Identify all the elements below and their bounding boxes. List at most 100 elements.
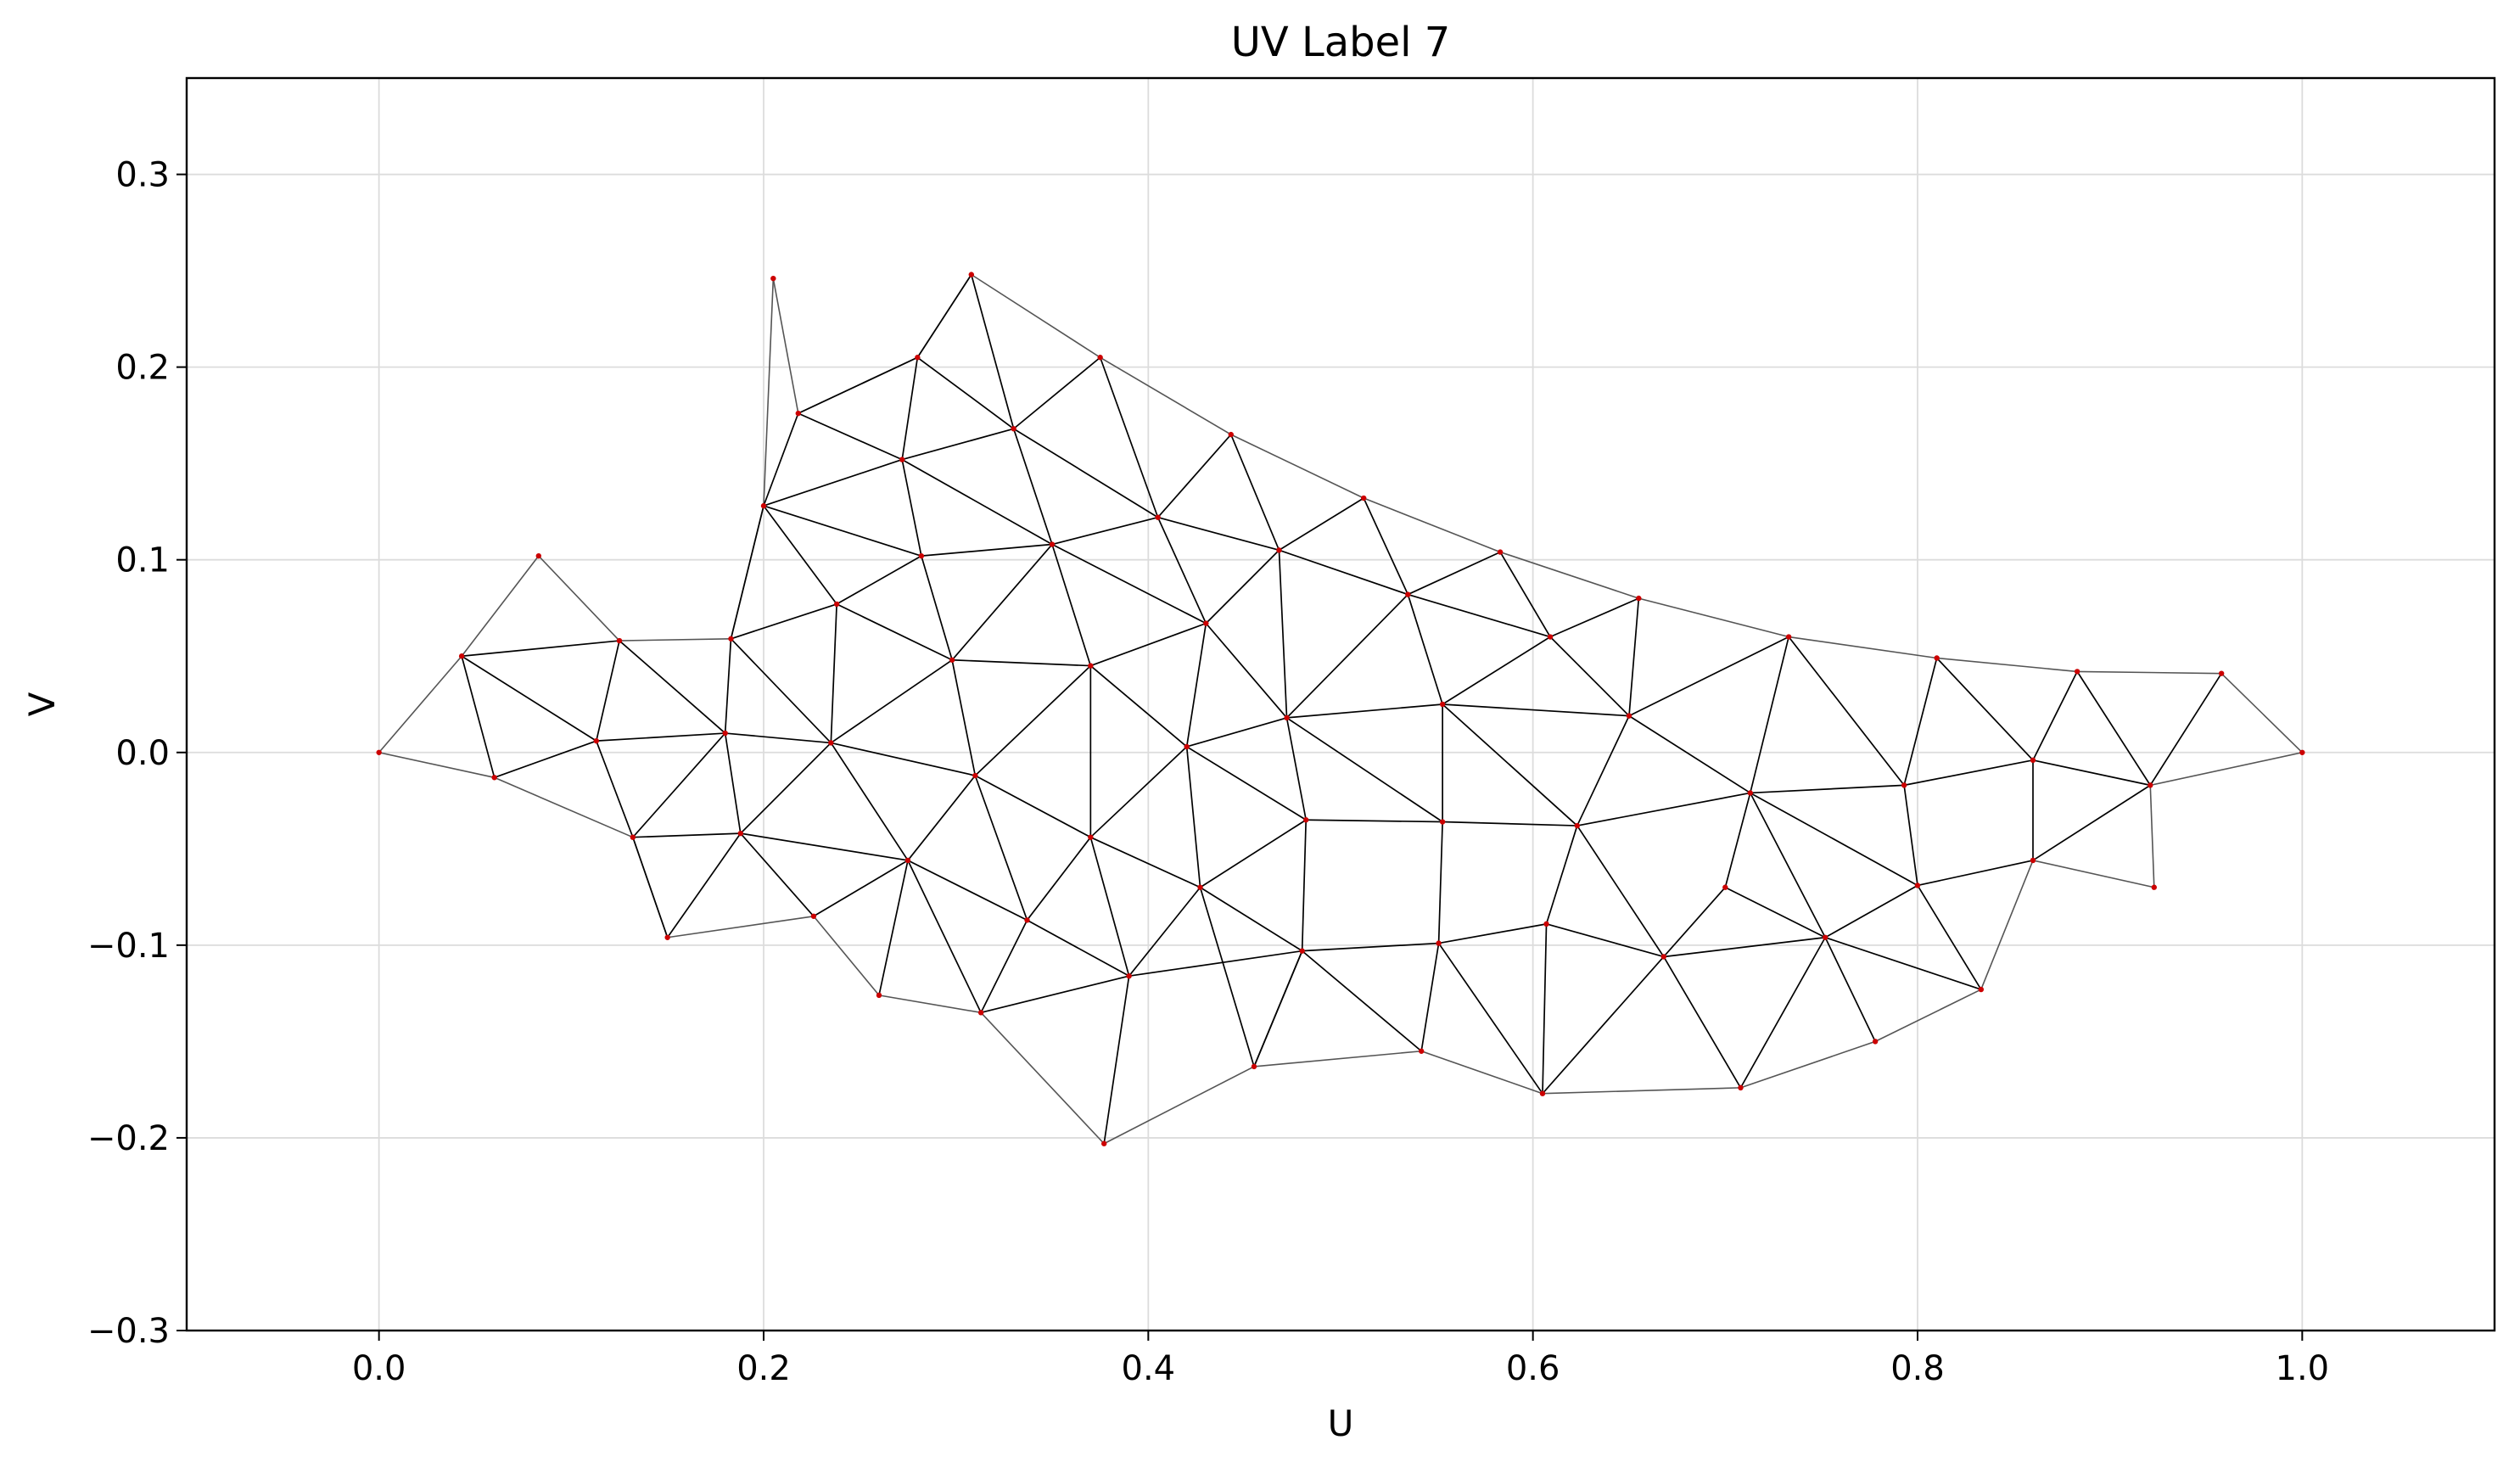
uv-vertex-point	[2030, 857, 2036, 864]
mesh-edge	[952, 658, 1091, 667]
mesh-edge	[1185, 623, 1207, 748]
mesh-boundary-edge	[378, 751, 495, 779]
uv-vertex-point	[1636, 595, 1642, 602]
mesh-edge	[1499, 552, 1551, 637]
mesh-boundary-edge	[2077, 670, 2222, 675]
mesh-boundary-edge	[1253, 1050, 1422, 1067]
mesh-edge	[907, 860, 1028, 922]
mesh-edge	[1442, 636, 1551, 705]
mesh-edge	[1103, 976, 1130, 1144]
mesh-edge	[1663, 956, 1742, 1089]
mesh-edge	[595, 640, 620, 742]
mesh-edge	[1286, 717, 1443, 823]
uv-vertex-point	[1184, 743, 1190, 750]
mesh-edge	[619, 640, 726, 734]
mesh-edge	[1157, 434, 1232, 518]
mesh-edge	[494, 740, 597, 779]
y-tick-label: 0.0	[115, 734, 170, 773]
mesh-edge	[921, 543, 1053, 557]
mesh-edge	[1253, 950, 1303, 1067]
uv-vertex-point	[1299, 948, 1305, 954]
uv-vertex-point	[1303, 817, 1309, 823]
mesh-edge	[2032, 759, 2151, 787]
mesh-edge	[1739, 937, 1826, 1089]
mesh-edge	[1090, 622, 1207, 667]
mesh-edge	[1157, 516, 1280, 552]
uv-vertex-point	[1722, 884, 1728, 890]
uv-vertex-point	[1901, 782, 1907, 788]
mesh-edge	[901, 459, 922, 557]
mesh-edge	[2149, 673, 2222, 786]
uv-vertex-point	[737, 830, 743, 837]
mesh-edge	[461, 656, 496, 778]
uv-vertex-point	[2148, 782, 2153, 788]
mesh-edge	[1285, 717, 1308, 821]
y-tick-label: −0.3	[87, 1312, 170, 1351]
uv-vertex-point	[1011, 426, 1016, 432]
mesh-edge	[1279, 549, 1408, 596]
mesh-edge	[461, 655, 597, 742]
mesh-edge	[836, 603, 953, 661]
mesh-edge	[596, 740, 634, 838]
uv-vertex-point	[1284, 714, 1290, 721]
mesh-edge	[1230, 434, 1280, 551]
mesh-edge	[2032, 671, 2078, 761]
mesh-edge	[1051, 516, 1158, 546]
mesh-edge	[632, 832, 741, 838]
mesh-edge	[1824, 884, 1918, 939]
mesh-edge	[2032, 784, 2151, 861]
uv-vertex-point	[876, 992, 882, 999]
mesh-boundary-edge	[1230, 434, 1364, 499]
mesh-edge	[974, 775, 1091, 838]
mesh-edge	[1306, 819, 1443, 823]
uv-vertex-point	[1439, 819, 1446, 825]
mesh-edge	[1420, 943, 1440, 1051]
mesh-edge	[878, 860, 909, 996]
mesh-edge	[730, 505, 764, 639]
mesh-edge	[1936, 657, 2034, 761]
uv-vertex-point	[968, 272, 975, 277]
mesh-edge	[1128, 950, 1302, 978]
mesh-edge	[1278, 550, 1288, 718]
mesh-edge	[1576, 792, 1750, 826]
mesh-edge	[740, 832, 909, 861]
uv-vertex-point	[1203, 620, 1209, 626]
y-tick-label: 0.2	[115, 349, 170, 388]
mesh-edge	[1628, 714, 1751, 794]
mesh-edge	[1089, 664, 1188, 748]
mesh-boundary-edge	[763, 278, 775, 507]
uv-vertex-point	[904, 857, 911, 864]
y-tick-label: −0.2	[87, 1119, 170, 1158]
mesh-edge	[596, 732, 725, 742]
uv-vertex-point	[1419, 1048, 1425, 1054]
mesh-edge	[1089, 837, 1130, 977]
mesh-edge	[921, 555, 953, 661]
uv-vertex-point	[833, 601, 840, 608]
uv-vertex-point	[1547, 634, 1554, 640]
uv-vertex-point	[977, 1010, 984, 1016]
mesh-edge	[1438, 923, 1547, 944]
uv-vertex-point	[1088, 663, 1094, 669]
mesh-edge	[916, 274, 972, 358]
mesh-edge	[1917, 885, 1982, 990]
mesh-edge	[1542, 955, 1665, 1095]
mesh-edge	[1749, 636, 1789, 793]
mesh-edge	[1750, 792, 1918, 887]
mesh-edge	[1628, 636, 1789, 717]
mesh-edge	[724, 732, 742, 834]
x-axis-ticks: 0.0 0.2 0.4 0.6 0.8 1.0	[352, 1331, 2329, 1388]
mesh-vertices	[376, 272, 2305, 1146]
uv-vertex-point	[1024, 917, 1030, 923]
mesh-boundary-edge	[378, 655, 462, 754]
uv-vertex-point	[1934, 655, 1940, 661]
mesh-edge	[1051, 543, 1207, 625]
mesh-edge	[907, 860, 982, 1013]
uv-vertex-point	[1361, 495, 1367, 501]
uv-vertex-point	[899, 457, 905, 462]
uv-vertex-point	[1539, 1090, 1546, 1096]
uv-vertex-point	[915, 355, 921, 361]
mesh-edge	[740, 832, 815, 917]
mesh-edge	[1302, 942, 1439, 952]
